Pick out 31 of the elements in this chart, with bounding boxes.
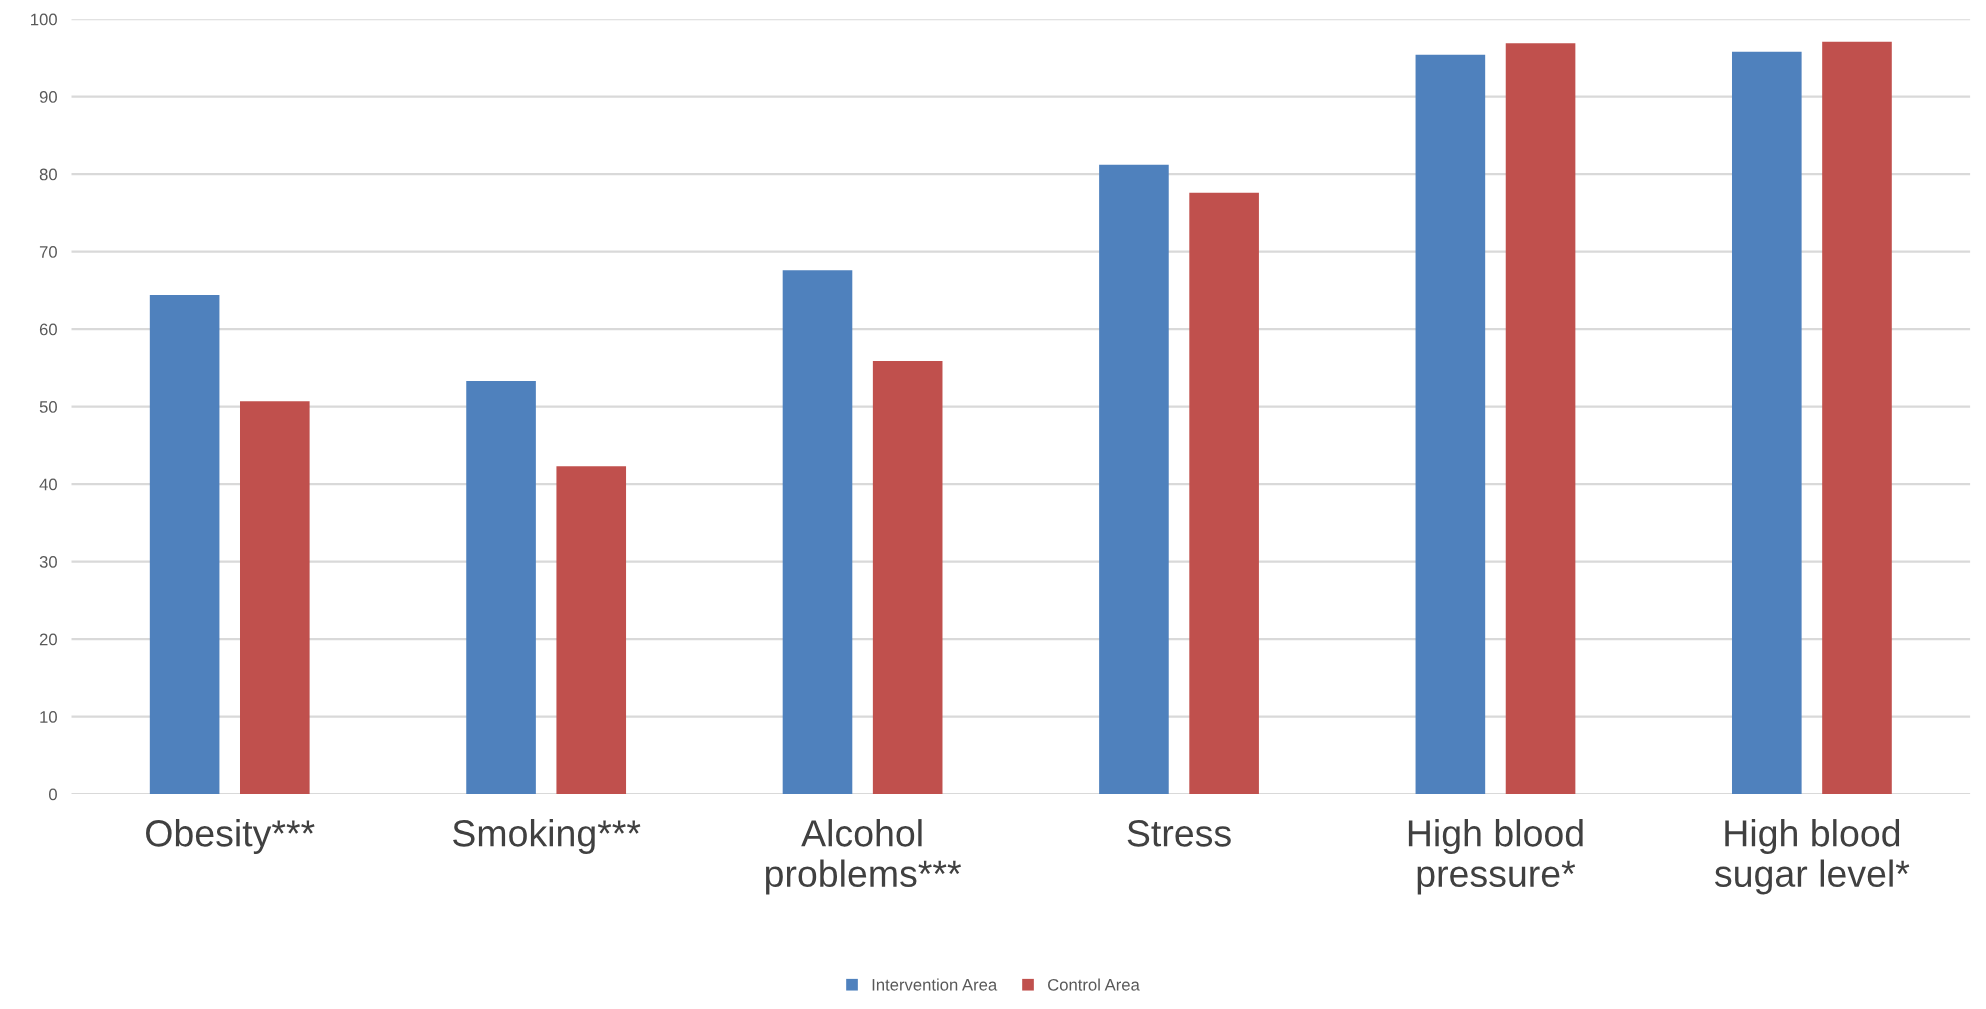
legend-label: Intervention Area <box>872 978 998 991</box>
y-tick-label: 40 <box>39 478 57 491</box>
bar <box>466 381 536 795</box>
x-tick-label: High blood pressure* <box>1408 819 1583 895</box>
y-tick-label: 30 <box>39 556 57 568</box>
y-tick-label: 90 <box>39 91 57 103</box>
legend-label: Control Area <box>1048 978 1140 991</box>
bar <box>1731 51 1802 795</box>
y-tick-label: 10 <box>40 710 57 723</box>
bar <box>872 360 943 795</box>
y-tick-label: 100 <box>31 13 57 26</box>
x-tick-label: Stress <box>1127 820 1231 847</box>
y-tick-label: 80 <box>39 168 57 181</box>
y-tick-label: 60 <box>39 323 57 336</box>
bar <box>1189 192 1259 795</box>
y-tick-label: 0 <box>48 788 57 801</box>
x-tick-label: Smoking*** <box>453 819 641 855</box>
y-tick-label: 20 <box>39 633 57 646</box>
x-tick-label: High blood sugar level* <box>1714 819 1910 895</box>
bar <box>149 295 220 795</box>
bar <box>1822 41 1892 795</box>
bar <box>1099 164 1169 795</box>
bar <box>240 401 310 795</box>
x-tick-label: Alcohol problems*** <box>766 819 962 895</box>
bar <box>1505 43 1576 795</box>
y-tick-label: 50 <box>39 401 57 413</box>
x-tick-label: Obesity*** <box>146 819 315 855</box>
y-tick-label: 70 <box>39 246 57 258</box>
bar <box>1415 54 1486 795</box>
bar <box>556 466 627 795</box>
bar <box>782 270 853 795</box>
